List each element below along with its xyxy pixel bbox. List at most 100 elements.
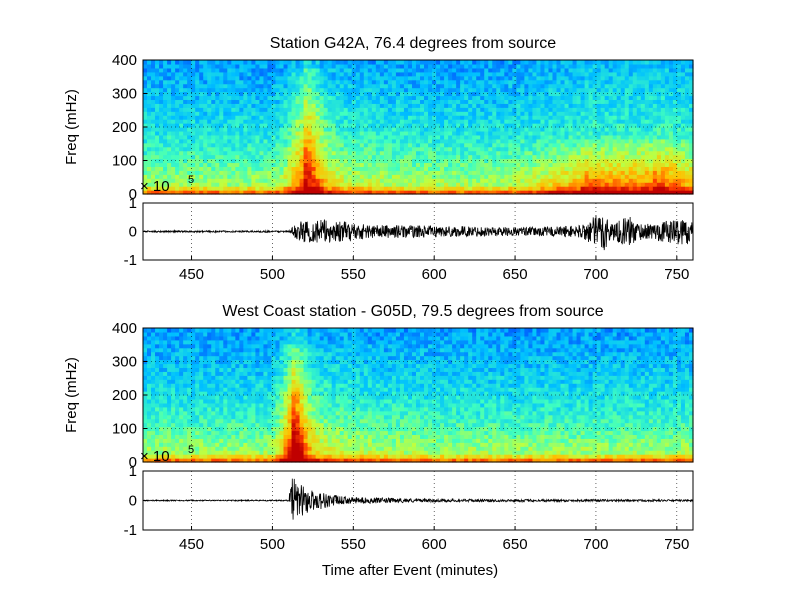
spectrogram-cell	[572, 87, 578, 93]
spectrogram-cell	[371, 178, 377, 183]
spectrogram-cell	[616, 130, 622, 136]
spectrogram-cell	[219, 71, 224, 77]
spectrogram-cell	[540, 123, 546, 128]
spectrogram-cell	[223, 138, 228, 144]
spectrogram-cell	[596, 158, 602, 164]
spectrogram-cell	[191, 111, 196, 116]
spectrogram-cell	[259, 91, 265, 97]
spectrogram-cell	[147, 371, 152, 376]
spectrogram-cell	[596, 91, 602, 97]
spectrogram-cell	[399, 111, 405, 116]
spectrogram-cell	[544, 71, 550, 77]
spectrogram-cell	[407, 60, 413, 65]
spectrogram-cell	[279, 138, 285, 144]
spectrogram-cell	[311, 119, 317, 124]
spectrogram-cell	[343, 158, 349, 164]
spectrogram-cell	[403, 158, 409, 164]
spectrogram-cell	[307, 107, 313, 112]
spectrogram-cell	[444, 75, 449, 81]
spectrogram-cell	[576, 190, 582, 195]
spectrogram-cell	[472, 95, 477, 101]
spectrogram-cell	[347, 67, 353, 73]
spectrogram-cell	[147, 182, 152, 187]
spectrogram-cell	[191, 67, 196, 73]
spectrogram-cell	[552, 123, 558, 128]
spectrogram-cell	[271, 158, 277, 164]
spectrogram-cell	[488, 123, 493, 128]
spectrogram-cell	[183, 166, 188, 171]
spectrogram-cell	[171, 339, 176, 345]
spectrogram-cell	[267, 91, 273, 97]
spectrogram-cell	[175, 134, 180, 140]
spectrogram-cell	[504, 111, 509, 116]
spectrogram-cell	[468, 138, 473, 144]
spectrogram-cell	[512, 83, 517, 89]
spectrogram-cell	[592, 138, 598, 144]
spectrogram-cell	[315, 123, 321, 128]
spectrogram-cell	[436, 170, 441, 175]
spectrogram-cell	[355, 83, 361, 89]
spectrogram-cell	[143, 142, 148, 148]
spectrogram-cell	[656, 127, 662, 132]
spectrogram-cell	[500, 182, 505, 187]
spectrogram-cell	[223, 170, 228, 175]
spectrogram-cell	[367, 138, 373, 144]
spectrogram-cell	[448, 186, 453, 191]
spectrogram-cell	[143, 190, 148, 195]
spectrogram-cell	[395, 115, 401, 120]
spectrogram-cell	[472, 166, 477, 171]
spectrogram-cell	[436, 134, 441, 140]
spectrogram-cell	[632, 71, 638, 77]
spectrogram-cell	[319, 174, 325, 179]
spectrogram-cell	[688, 79, 694, 85]
spectrogram-cell	[335, 166, 341, 171]
spectrogram-cell	[327, 174, 333, 179]
spectrogram-cell	[167, 398, 172, 404]
spectrogram-cell	[600, 178, 606, 183]
spectrogram-cell	[235, 79, 240, 85]
spectrogram-cell	[464, 186, 469, 191]
x-tick-label: 750	[664, 266, 689, 283]
spectrogram-cell	[167, 75, 172, 81]
spectrogram-cell	[171, 83, 176, 89]
spectrogram-cell	[472, 127, 477, 132]
spectrogram-cell	[684, 60, 690, 65]
spectrogram-cell	[680, 130, 686, 136]
spectrogram-cell	[227, 138, 232, 144]
spectrogram-cell	[247, 91, 252, 97]
spectrogram-cell	[420, 142, 425, 148]
spectrogram-cell	[283, 71, 289, 77]
spectrogram-cell	[143, 398, 148, 404]
spectrogram-cell	[508, 170, 513, 175]
spectrogram-cell	[440, 134, 445, 140]
spectrogram-cell	[287, 119, 293, 124]
spectrogram-cell	[211, 146, 216, 152]
spectrogram-cell	[628, 130, 634, 136]
spectrogram-cell	[424, 158, 429, 164]
spectrogram-cell	[227, 178, 232, 183]
spectrogram-cell	[508, 190, 513, 195]
spectrogram-cell	[167, 99, 172, 104]
spectrogram-cell	[520, 123, 525, 128]
spectrogram-cell	[251, 162, 256, 168]
spectrogram-cell	[271, 67, 277, 73]
spectrogram-cell	[604, 154, 610, 160]
spectrogram-cell	[540, 174, 546, 179]
spectrogram-cell	[319, 103, 325, 108]
spectrogram-cell	[163, 103, 168, 108]
spectrogram-cell	[440, 111, 445, 116]
spectrogram-cell	[528, 107, 534, 112]
spectrogram-cell	[167, 402, 172, 408]
spectrogram-cell	[303, 91, 309, 97]
spectrogram-cell	[652, 130, 658, 136]
spectrogram-cell	[500, 87, 505, 93]
spectrogram-cell	[644, 178, 650, 183]
spectrogram-cell	[680, 190, 686, 195]
spectrogram-cell	[496, 123, 501, 128]
spectrogram-cell	[227, 182, 232, 187]
spectrogram-cell	[415, 150, 421, 156]
spectrogram-cell	[163, 406, 168, 412]
spectrogram-cell	[480, 170, 485, 175]
spectrogram-cell	[147, 130, 152, 136]
spectrogram-cell	[676, 119, 682, 124]
